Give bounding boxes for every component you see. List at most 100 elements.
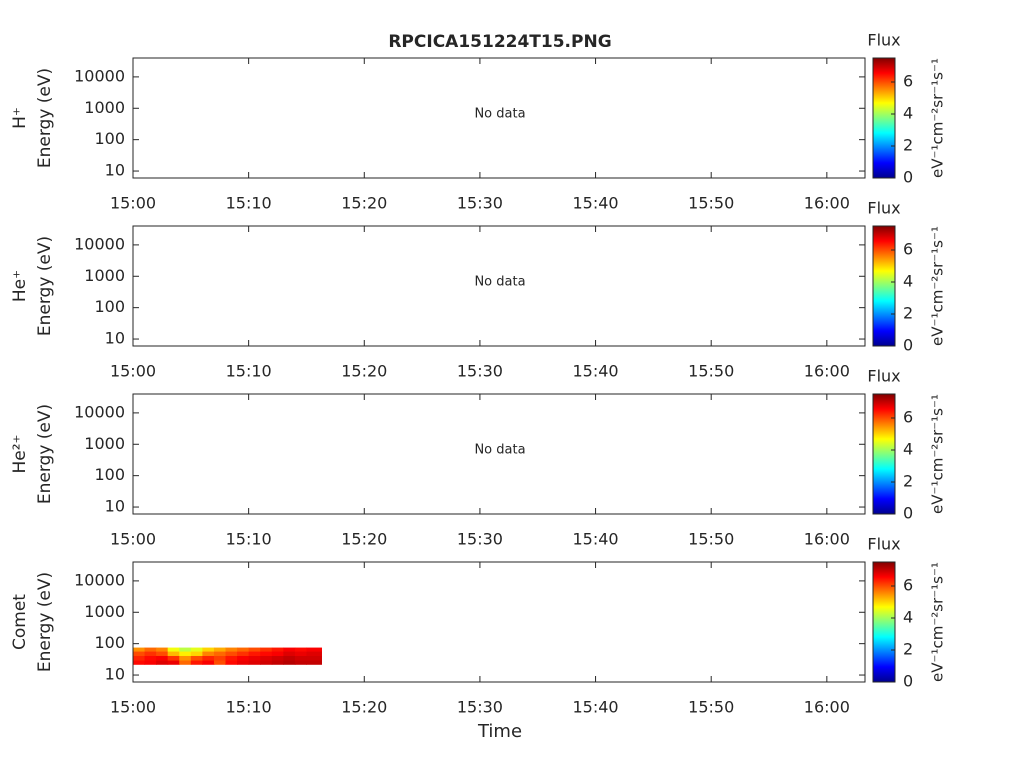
heatmap-cell bbox=[144, 655, 157, 661]
colorbar-tick-label: 2 bbox=[903, 640, 913, 659]
y-tick-label: 10 bbox=[105, 665, 125, 684]
x-tick-label: 15:40 bbox=[573, 530, 619, 549]
x-tick-label: 15:50 bbox=[688, 194, 734, 213]
x-tick-label: 15:20 bbox=[341, 362, 387, 381]
annotation: No data bbox=[474, 443, 525, 458]
heatmap-cell bbox=[167, 655, 180, 661]
heatmap-cell bbox=[167, 651, 180, 656]
heatmap-cell bbox=[133, 655, 146, 661]
x-tick-label: 16:00 bbox=[804, 194, 850, 213]
heatmap-cell bbox=[283, 647, 296, 652]
heatmap-cell bbox=[144, 660, 157, 665]
colorbar-label: eV⁻¹cm⁻²sr⁻¹s⁻¹ bbox=[929, 394, 947, 514]
heatmap-cell bbox=[225, 655, 238, 661]
heatmap-cell bbox=[202, 647, 215, 652]
heatmap-cell bbox=[156, 655, 169, 661]
x-tick-label: 15:40 bbox=[573, 194, 619, 213]
colorbar-tick-label: 0 bbox=[903, 336, 913, 355]
heatmap-cell bbox=[133, 660, 146, 665]
colorbar-tick-label: 0 bbox=[903, 672, 913, 691]
heatmap-cell bbox=[167, 660, 180, 665]
heatmap-cell bbox=[133, 647, 146, 652]
x-tick-label: 15:10 bbox=[226, 362, 272, 381]
heatmap-cell bbox=[248, 660, 261, 665]
y-tick-label: 1000 bbox=[84, 602, 125, 621]
x-tick-label: 15:10 bbox=[226, 194, 272, 213]
y-tick-label: 10000 bbox=[74, 234, 125, 253]
colorbar bbox=[872, 225, 896, 347]
heatmap-cell bbox=[271, 651, 284, 656]
heatmap-cell bbox=[225, 651, 238, 656]
colorbar-title: Flux bbox=[867, 367, 900, 386]
x-tick-label: 16:00 bbox=[804, 530, 850, 549]
y-tick-label: 100 bbox=[94, 129, 125, 148]
x-tick-label: 15:00 bbox=[110, 698, 156, 717]
heatmap-cell bbox=[294, 655, 307, 661]
heatmap-cell bbox=[294, 660, 307, 665]
heatmap-cell bbox=[283, 660, 296, 665]
x-tick-label: 15:40 bbox=[573, 362, 619, 381]
heatmap-cell bbox=[144, 651, 157, 656]
heatmap-cell bbox=[283, 651, 296, 656]
heatmap-cell bbox=[190, 651, 203, 656]
colorbar-label: eV⁻¹cm⁻²sr⁻¹s⁻¹ bbox=[929, 226, 947, 346]
heatmap-cell bbox=[179, 647, 192, 652]
heatmap-cell bbox=[306, 647, 322, 652]
heatmap-cell bbox=[179, 655, 192, 661]
heatmap-cell bbox=[248, 655, 261, 661]
colorbar-tick-label: 6 bbox=[903, 408, 913, 427]
heatmap-cell bbox=[225, 660, 238, 665]
heatmap-cell bbox=[213, 651, 227, 656]
heatmap-cell bbox=[237, 660, 250, 665]
x-tick-label: 15:50 bbox=[688, 698, 734, 717]
heatmap-cell bbox=[167, 647, 180, 652]
colorbar-tick-label: 6 bbox=[903, 240, 913, 259]
axes-frame bbox=[132, 393, 866, 515]
x-tick-label: 16:00 bbox=[804, 698, 850, 717]
colorbar-tick-label: 6 bbox=[903, 576, 913, 595]
x-tick-label: 15:10 bbox=[226, 698, 272, 717]
colorbar-label: eV⁻¹cm⁻²sr⁻¹s⁻¹ bbox=[929, 58, 947, 178]
y-tick-label: 10 bbox=[105, 329, 125, 348]
x-tick-label: 15:00 bbox=[110, 194, 156, 213]
y-tick-label: 10000 bbox=[74, 402, 125, 421]
heatmap-cell bbox=[237, 655, 250, 661]
y-axis-label: Comet bbox=[10, 594, 30, 650]
colorbar-tick-label: 2 bbox=[903, 472, 913, 491]
colorbar-tick-label: 6 bbox=[903, 72, 913, 91]
heatmap-cell bbox=[213, 655, 227, 661]
heatmap-cell bbox=[283, 655, 296, 661]
heatmap-cell bbox=[190, 660, 203, 665]
heatmap-cell bbox=[294, 647, 307, 652]
x-tick-label: 15:50 bbox=[688, 362, 734, 381]
colorbar-title: Flux bbox=[867, 199, 900, 218]
y-axis-label: Energy (eV) bbox=[35, 572, 55, 672]
colorbar-tick-label: 4 bbox=[903, 272, 913, 291]
heatmap-cell bbox=[248, 647, 261, 652]
heatmap-cell bbox=[306, 651, 322, 656]
heatmap-cell bbox=[179, 651, 192, 656]
axes-frame bbox=[132, 57, 866, 179]
y-tick-label: 10000 bbox=[74, 570, 125, 589]
colorbar-tick-label: 4 bbox=[903, 440, 913, 459]
annotation: No data bbox=[474, 107, 525, 122]
x-tick-label: 15:20 bbox=[341, 194, 387, 213]
colorbar-tick-label: 0 bbox=[903, 168, 913, 187]
colorbar bbox=[872, 561, 896, 683]
heatmap-cell bbox=[190, 647, 203, 652]
y-axis-label: He²⁺ bbox=[10, 434, 30, 473]
heatmap-cell bbox=[271, 660, 284, 665]
heatmap-cell bbox=[156, 651, 169, 656]
y-tick-label: 100 bbox=[94, 465, 125, 484]
colorbar-tick-label: 4 bbox=[903, 608, 913, 627]
heatmap-cell bbox=[144, 647, 157, 652]
y-tick-label: 10 bbox=[105, 161, 125, 180]
y-tick-label: 1000 bbox=[84, 266, 125, 285]
axes-frame bbox=[132, 561, 866, 683]
y-tick-label: 10 bbox=[105, 497, 125, 516]
heatmap-cell bbox=[248, 651, 261, 656]
y-tick-label: 10000 bbox=[74, 66, 125, 85]
x-axis-label: Time bbox=[477, 721, 522, 742]
heatmap-cell bbox=[306, 655, 322, 661]
